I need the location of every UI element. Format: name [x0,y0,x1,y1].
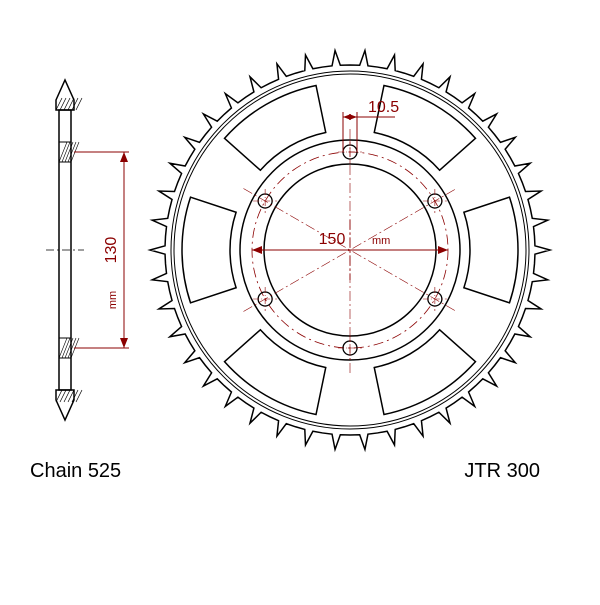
svg-text:mm: mm [107,291,119,309]
svg-text:150: 150 [319,231,346,248]
part-number-label: JTR 300 [464,460,540,483]
diagram-canvas: 130 mm 10.5 150 mm Chain 525 JTR 300 [0,0,600,600]
sprocket-drawing: 130 mm 10.5 150 mm [0,0,600,600]
chain-spec-label: Chain 525 [30,460,121,483]
svg-text:mm: mm [372,235,390,247]
svg-text:10.5: 10.5 [368,99,399,116]
svg-text:130: 130 [103,237,120,264]
